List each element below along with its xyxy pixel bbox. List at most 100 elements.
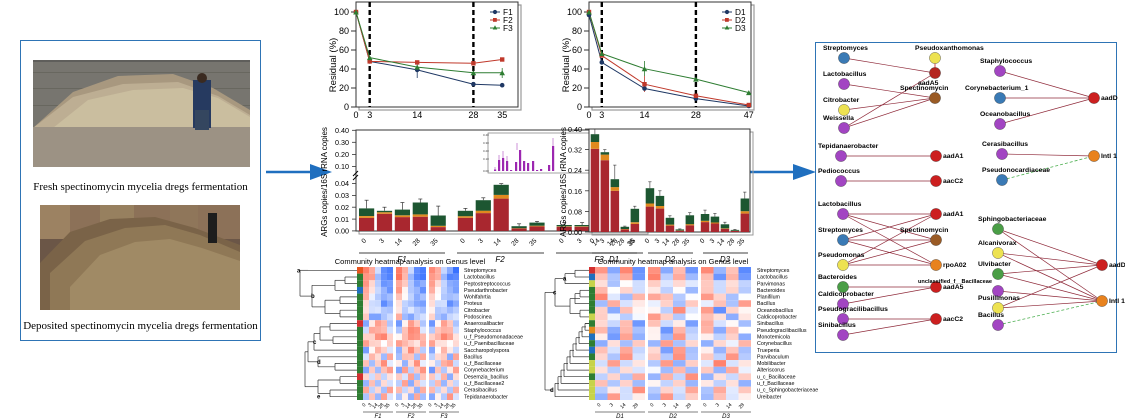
svg-text:0.01: 0.01: [335, 215, 349, 224]
svg-text:Cerasibacillus: Cerasibacillus: [982, 141, 1028, 148]
svg-text:14: 14: [716, 237, 726, 247]
svg-text:Pusillimonas: Pusillimonas: [978, 295, 1020, 302]
svg-text:Caldicoprobacter: Caldicoprobacter: [818, 291, 874, 298]
svg-text:3: 3: [715, 402, 721, 408]
svg-text:Community heatmap analysis on: Community heatmap analysis on Genus leve…: [598, 257, 749, 266]
svg-text:0: 0: [577, 102, 582, 112]
svg-text:Parvibaculum: Parvibaculum: [757, 354, 790, 360]
svg-text:3: 3: [609, 402, 615, 408]
svg-text:Pseudarthrobacter: Pseudarthrobacter: [464, 288, 508, 294]
svg-text:14: 14: [619, 402, 627, 410]
svg-text:aadD: aadD: [1101, 95, 1118, 102]
svg-text:40: 40: [572, 64, 582, 74]
svg-text:0.08: 0.08: [568, 207, 582, 216]
svg-text:Corynebacterium: Corynebacterium: [464, 368, 505, 374]
svg-text:0.04: 0.04: [335, 179, 349, 188]
svg-text:rpoA02: rpoA02: [943, 262, 967, 269]
svg-text:u_f_Bacillaceae2: u_f_Bacillaceae2: [464, 381, 504, 387]
svg-text:Tepidanaerobacter: Tepidanaerobacter: [818, 143, 879, 150]
svg-text:Staphylococcus: Staphylococcus: [464, 328, 501, 334]
svg-text:Lactobacillus: Lactobacillus: [464, 275, 495, 281]
svg-text:0: 0: [353, 110, 358, 120]
svg-text:Pseudonocardiaceae: Pseudonocardiaceae: [982, 167, 1050, 174]
svg-text:a: a: [297, 268, 301, 274]
svg-text:0.10: 0.10: [335, 162, 349, 171]
svg-text:e: e: [317, 395, 321, 401]
svg-text:0: 0: [361, 402, 367, 408]
svg-text:3: 3: [662, 402, 668, 408]
svg-text:Sinibacillus: Sinibacillus: [757, 321, 784, 327]
svg-text:3: 3: [654, 237, 662, 245]
svg-text:0.20: 0.20: [483, 149, 489, 153]
svg-text:u_f_Bacillaceae: u_f_Bacillaceae: [464, 361, 501, 367]
svg-text:0.30: 0.30: [335, 138, 349, 147]
svg-text:Spectinomycin: Spectinomycin: [900, 85, 948, 92]
svg-text:D3: D3: [722, 414, 730, 419]
svg-text:Streptomyces: Streptomyces: [464, 268, 497, 274]
svg-text:14: 14: [725, 402, 733, 410]
svg-text:Sphingobacteriaceae: Sphingobacteriaceae: [978, 216, 1047, 223]
svg-text:0.40: 0.40: [335, 126, 349, 135]
svg-text:0: 0: [702, 402, 708, 408]
svg-text:3: 3: [378, 237, 386, 245]
svg-text:Proteus: Proteus: [464, 301, 483, 307]
svg-text:u_c_Sphingobacteriaceae: u_c_Sphingobacteriaceae: [757, 388, 818, 394]
svg-text:u_f_Pseudomonadaceae: u_f_Pseudomonadaceae: [464, 335, 523, 341]
svg-text:35: 35: [416, 402, 424, 410]
svg-text:aadA1: aadA1: [943, 211, 964, 218]
svg-text:100: 100: [334, 7, 349, 17]
svg-text:Bacillus: Bacillus: [978, 312, 1004, 319]
svg-text:Pseudomonas: Pseudomonas: [818, 252, 865, 259]
svg-text:Pediococcus: Pediococcus: [818, 168, 860, 175]
svg-text:Residual (%): Residual (%): [328, 38, 339, 92]
svg-text:0.40: 0.40: [483, 133, 489, 137]
svg-text:Caldicoprobacter: Caldicoprobacter: [757, 315, 797, 321]
svg-text:0.20: 0.20: [335, 150, 349, 159]
svg-text:0: 0: [596, 402, 602, 408]
svg-text:0.16: 0.16: [568, 187, 582, 196]
svg-text:F2: F2: [407, 414, 415, 419]
svg-text:0.02: 0.02: [335, 203, 349, 212]
svg-text:Lactobacillus: Lactobacillus: [757, 275, 788, 281]
svg-text:0: 0: [699, 237, 707, 245]
svg-text:F3: F3: [503, 23, 513, 33]
svg-text:Pseudogracilibacillus: Pseudogracilibacillus: [818, 306, 888, 313]
svg-text:28: 28: [632, 402, 640, 410]
svg-text:14: 14: [639, 110, 649, 120]
svg-text:3: 3: [709, 237, 717, 245]
svg-text:Bacillus: Bacillus: [757, 301, 776, 307]
svg-text:3: 3: [599, 110, 604, 120]
svg-text:28: 28: [691, 110, 701, 120]
svg-text:Lactobacillus: Lactobacillus: [823, 71, 867, 78]
svg-text:0.03: 0.03: [335, 191, 349, 200]
svg-text:Staphylococcus: Staphylococcus: [980, 58, 1032, 65]
svg-text:Bacillus: Bacillus: [464, 354, 483, 360]
svg-text:3: 3: [576, 237, 584, 245]
svg-text:3: 3: [477, 237, 485, 245]
svg-text:Sinibacillus: Sinibacillus: [818, 322, 856, 329]
svg-text:35: 35: [681, 237, 691, 247]
svg-text:20: 20: [339, 83, 349, 93]
svg-text:Cerasibacillus: Cerasibacillus: [464, 388, 497, 394]
svg-text:Saccharopolyspora: Saccharopolyspora: [464, 348, 509, 354]
svg-text:40: 40: [339, 64, 349, 74]
svg-text:Podoscinea: Podoscinea: [464, 315, 492, 321]
svg-text:0.00: 0.00: [568, 228, 582, 237]
svg-text:Lactobacillus: Lactobacillus: [818, 201, 862, 208]
svg-text:0: 0: [427, 402, 433, 408]
svg-text:0.40: 0.40: [568, 125, 582, 134]
svg-text:aadA1: aadA1: [943, 153, 964, 160]
svg-text:0: 0: [394, 402, 400, 408]
svg-text:u_f_Paenibacillaceae: u_f_Paenibacillaceae: [464, 341, 514, 347]
svg-text:b: b: [311, 294, 315, 300]
svg-text:c: c: [313, 340, 317, 346]
svg-text:28: 28: [412, 237, 422, 247]
svg-text:Bacteroides: Bacteroides: [757, 288, 785, 294]
svg-text:0: 0: [649, 402, 655, 408]
svg-text:F3: F3: [440, 414, 448, 419]
svg-text:aadA5: aadA5: [943, 284, 964, 291]
svg-text:F2: F2: [495, 255, 505, 264]
svg-text:0: 0: [644, 237, 652, 245]
svg-text:Corynebacterium_1: Corynebacterium_1: [965, 85, 1029, 92]
svg-text:Bacteroides: Bacteroides: [818, 274, 857, 281]
